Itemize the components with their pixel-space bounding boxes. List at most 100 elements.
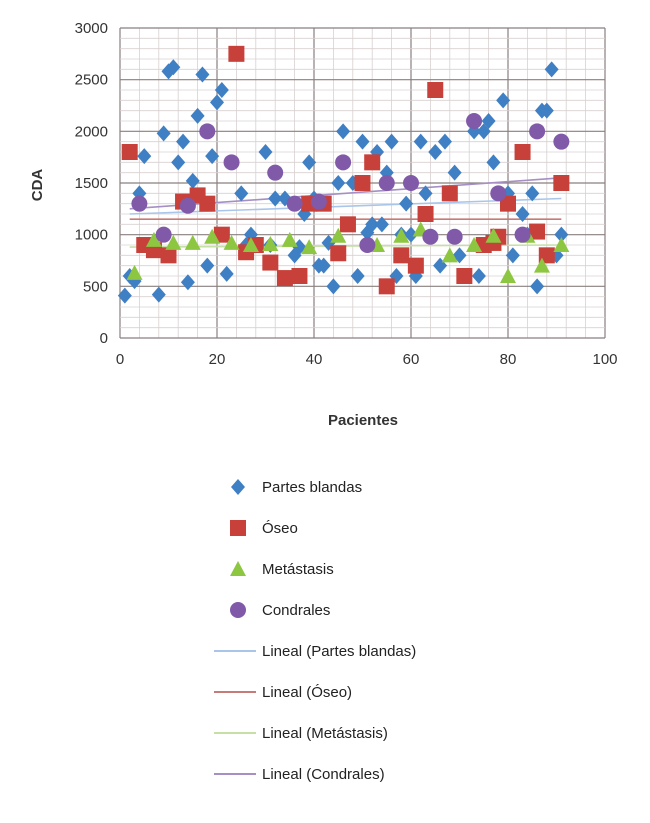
data-point: [481, 113, 496, 129]
data-point: [180, 274, 195, 291]
data-point: [378, 175, 395, 191]
data-point: [281, 231, 298, 247]
data-point: [350, 268, 365, 284]
data-point: [339, 216, 356, 233]
data-point: [403, 175, 419, 191]
data-point: [447, 164, 462, 181]
data-point: [404, 226, 418, 243]
y-tick-label: 500: [83, 278, 108, 295]
data-point: [210, 94, 224, 111]
x-tick-label: 0: [116, 351, 124, 368]
y-tick-label: 3000: [75, 20, 108, 37]
data-point: [354, 175, 371, 191]
data-point: [331, 175, 346, 191]
data-point: [268, 190, 283, 207]
data-point: [200, 257, 215, 274]
data-point: [452, 247, 467, 264]
data-point: [553, 175, 570, 191]
data-point: [262, 254, 279, 271]
data-point: [378, 278, 395, 295]
data-point: [485, 227, 502, 243]
data-point: [533, 257, 550, 273]
data-point: [199, 123, 216, 140]
data-point: [471, 268, 486, 284]
data-point: [427, 82, 444, 98]
legend: Partes blandas Óseo Metástasis Condrales Lin…: [214, 479, 416, 783]
legend-label: Lineal (Metástasis): [262, 725, 388, 742]
data-point: [441, 185, 458, 202]
data-point: [418, 185, 433, 202]
legend-marker: [230, 561, 246, 576]
x-tick-label: 20: [209, 351, 226, 368]
data-point: [166, 59, 181, 76]
data-point: [553, 237, 570, 252]
data-point: [466, 237, 483, 252]
data-point: [121, 144, 138, 160]
data-point: [223, 234, 240, 250]
data-point: [291, 268, 308, 284]
y-axis-label: CDA: [29, 169, 46, 202]
data-point: [500, 195, 516, 212]
data-point: [530, 278, 545, 295]
data-point: [199, 195, 216, 212]
y-tick-label: 2000: [75, 123, 108, 140]
data-point: [262, 235, 279, 251]
data-point: [505, 247, 520, 264]
data-point: [539, 102, 554, 119]
data-point: [137, 148, 152, 165]
data-point: [205, 148, 220, 165]
data-point: [393, 247, 410, 264]
data-point: [335, 154, 352, 171]
legend-label: Condrales: [262, 602, 330, 619]
data-point: [336, 123, 351, 140]
y-tick-label: 1000: [75, 227, 108, 244]
data-point: [441, 247, 458, 263]
data-point: [330, 245, 347, 262]
data-point: [214, 82, 229, 98]
data-point: [330, 227, 347, 243]
data-point: [456, 268, 473, 284]
data-point: [554, 226, 569, 243]
data-point: [145, 231, 162, 247]
data-point: [466, 113, 483, 129]
data-point: [407, 257, 424, 274]
legend-label: Lineal (Partes blandas): [262, 643, 416, 660]
legend-marker: [230, 520, 246, 536]
data-point: [228, 45, 245, 62]
data-point: [301, 239, 318, 255]
data-point: [437, 133, 452, 150]
data-point: [529, 223, 546, 240]
data-point: [500, 268, 516, 283]
data-point: [156, 125, 171, 142]
legend-label: Metástasis: [262, 561, 334, 578]
legend-label: Lineal (Óseo): [262, 684, 352, 701]
data-point: [242, 237, 259, 252]
data-point: [243, 226, 258, 243]
legend-label: Óseo: [262, 520, 298, 537]
data-point: [496, 92, 511, 109]
data-point: [486, 154, 501, 171]
legend-marker: [231, 479, 245, 495]
data-point: [316, 257, 331, 274]
data-point: [384, 133, 399, 150]
data-point: [234, 185, 249, 202]
data-point: [490, 185, 507, 202]
x-axis-label: Pacientes: [328, 412, 398, 429]
data-point: [213, 226, 230, 243]
data-point: [553, 133, 570, 150]
data-point: [190, 107, 205, 124]
data-point: [219, 265, 234, 282]
data-point: [514, 144, 531, 160]
data-point: [165, 234, 182, 250]
data-point: [529, 123, 546, 140]
legend-label: Lineal (Condrales): [262, 766, 385, 783]
data-point: [126, 264, 143, 280]
data-point: [286, 195, 303, 212]
data-point: [514, 226, 531, 243]
data-point: [446, 228, 463, 245]
y-tick-label: 1500: [75, 175, 108, 192]
data-point: [195, 66, 210, 83]
data-point: [160, 247, 177, 264]
